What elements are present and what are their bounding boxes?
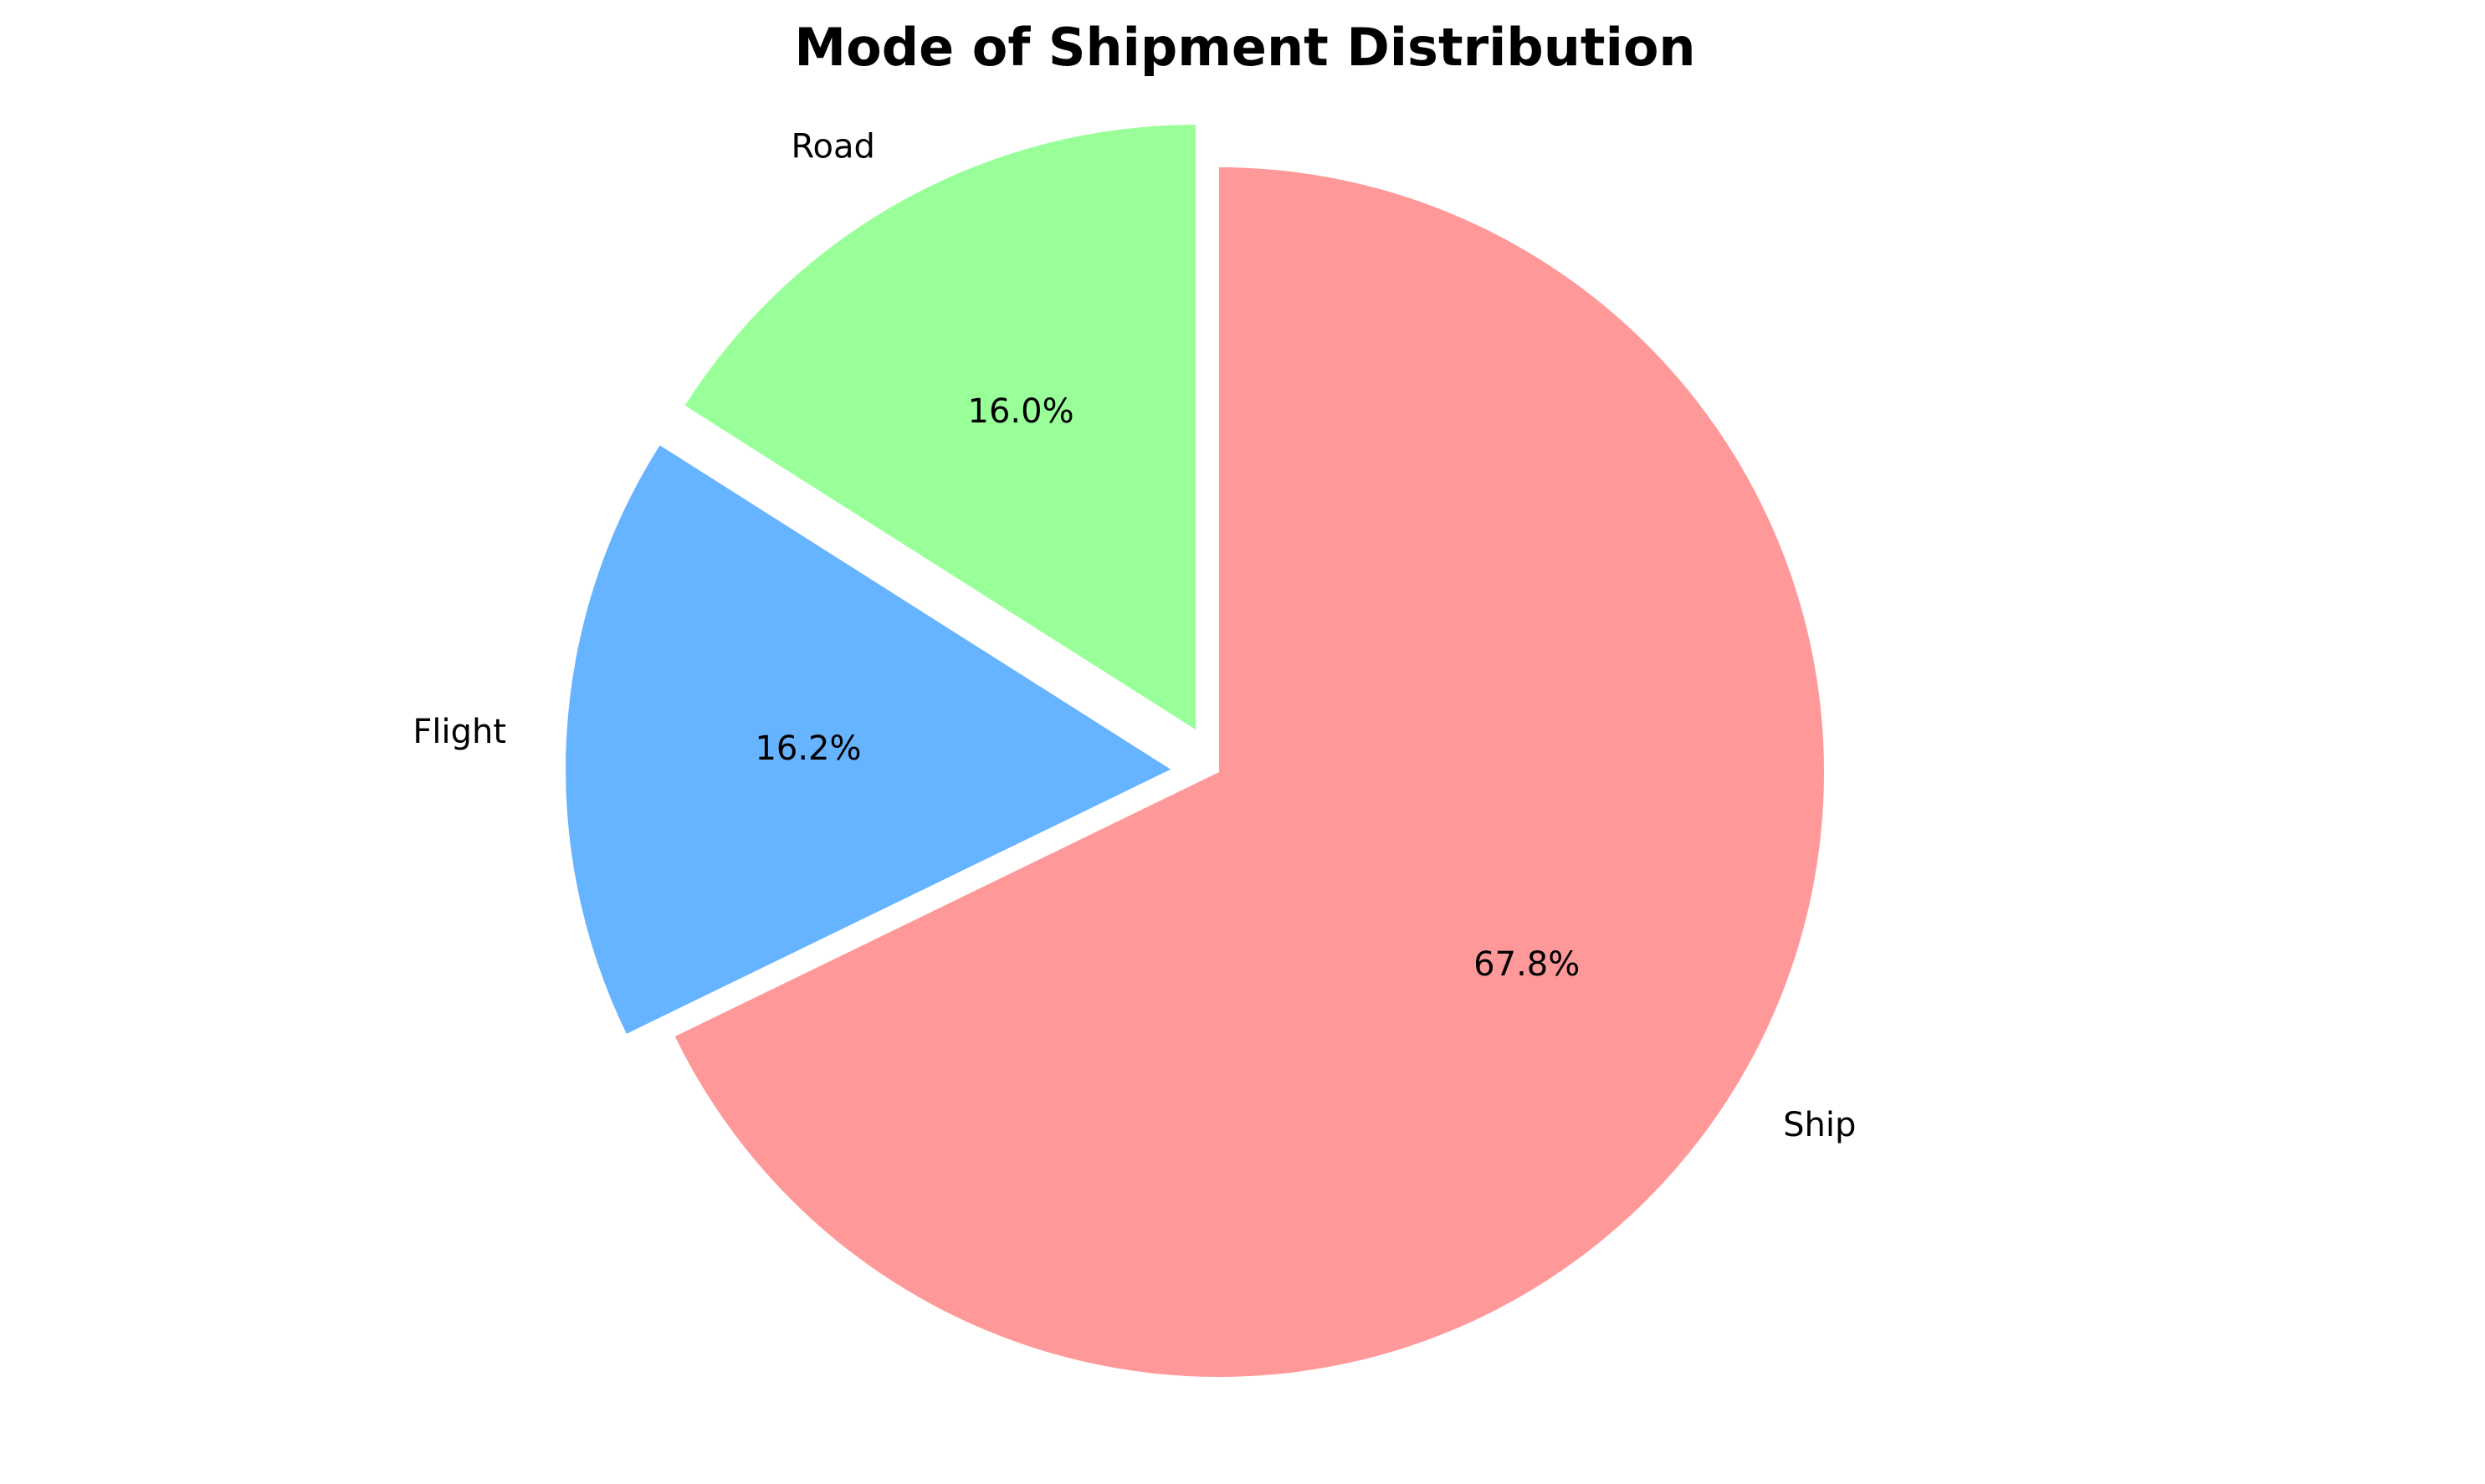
- category-label-ship: Ship: [1783, 1106, 1856, 1144]
- pie-slices: [566, 125, 1825, 1377]
- category-label-flight: Flight: [412, 713, 506, 751]
- chart-title: Mode of Shipment Distribution: [794, 17, 1695, 78]
- category-label-road: Road: [792, 127, 875, 166]
- percent-label-road: 16.0%: [968, 392, 1074, 431]
- percent-label-ship: 67.8%: [1473, 945, 1580, 984]
- pie-slice-flight: [566, 445, 1171, 1034]
- pie-labels: Ship 67.8% Flight 16.2% Road 16.0%: [412, 127, 1856, 1144]
- percent-label-flight: 16.2%: [755, 729, 861, 768]
- pie-slice-road: [684, 125, 1196, 730]
- pie-slice-ship: [674, 167, 1825, 1377]
